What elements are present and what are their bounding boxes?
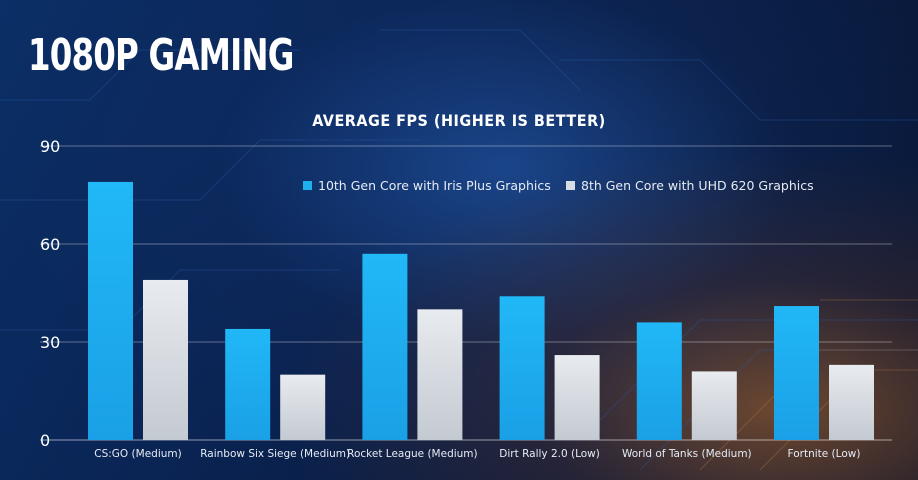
legend-label-series-2: 8th Gen Core with UHD 620 Graphics [581, 178, 814, 193]
legend-item-series-2: 8th Gen Core with UHD 620 Graphics [566, 178, 814, 193]
y-tick-label: 90 [40, 137, 60, 156]
y-axis-tick-labels: 0 30 60 90 [40, 137, 60, 450]
x-tick-label: Rainbow Six Siege (Medium) [200, 448, 350, 460]
bar-series-1-5 [774, 306, 819, 440]
bar-series-1-2 [362, 253, 408, 440]
bar-series-2-0 [143, 279, 188, 440]
bar-series-1-4 [636, 322, 682, 440]
bar-series-2-3 [554, 355, 600, 440]
bar-series-2-4 [691, 371, 737, 440]
y-tick-label: 60 [40, 235, 60, 254]
x-axis-tick-labels: CS:GO (Medium) Rainbow Six Siege (Medium)… [94, 448, 860, 460]
bar-series-2-5 [829, 364, 874, 440]
chart-title: AVERAGE FPS (HIGHER IS BETTER) [312, 111, 606, 130]
page-title: 1080P GAMING [28, 30, 294, 81]
legend-label-series-1: 10th Gen Core with Iris Plus Graphics [318, 178, 551, 193]
bar-series-1-1 [225, 328, 271, 440]
x-tick-label: Rocket League (Medium) [347, 448, 478, 460]
legend-item-series-1: 10th Gen Core with Iris Plus Graphics [303, 178, 551, 193]
y-tick-label: 30 [40, 333, 60, 352]
x-tick-label: Fortnite (Low) [788, 448, 861, 460]
x-tick-label: CS:GO (Medium) [94, 448, 181, 460]
x-tick-label: Dirt Rally 2.0 (Low) [499, 448, 600, 460]
legend-swatch-series-1 [303, 181, 312, 190]
chart-bars [88, 181, 874, 440]
legend-swatch-series-2 [566, 181, 575, 190]
bar-series-2-2 [417, 309, 463, 440]
x-tick-label: World of Tanks (Medium) [622, 448, 752, 460]
bar-series-1-3 [499, 296, 545, 440]
bar-series-1-0 [88, 181, 133, 440]
bar-series-2-1 [280, 374, 326, 440]
y-tick-label: 0 [40, 431, 50, 450]
